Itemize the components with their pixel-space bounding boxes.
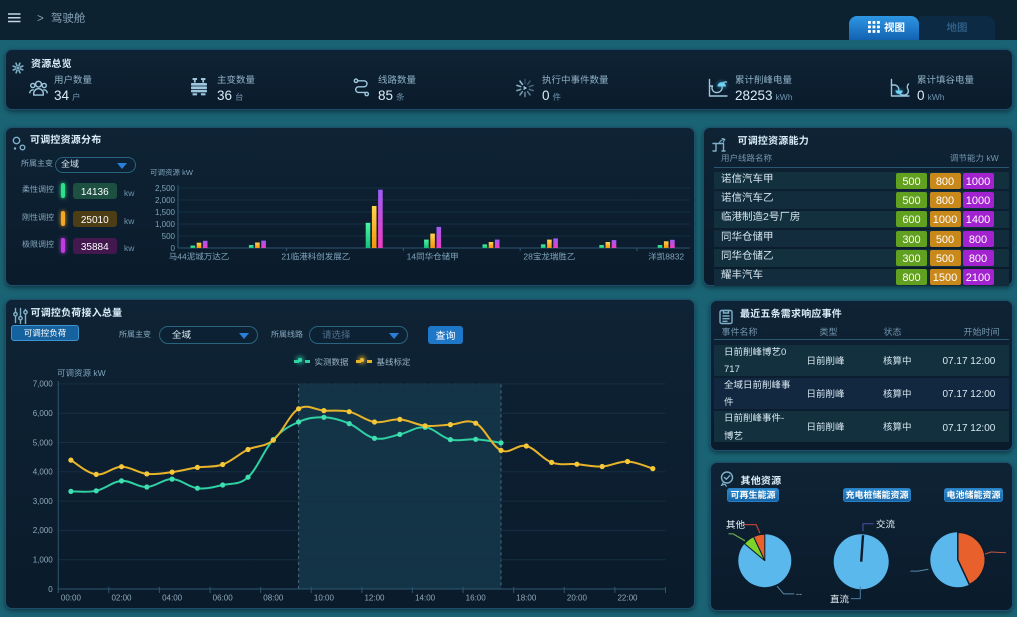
svg-text:16:00: 16:00 bbox=[466, 593, 487, 604]
svg-text:交流: 交流 bbox=[876, 516, 896, 530]
svg-text:其他: 其他 bbox=[726, 517, 746, 531]
svg-text:28宝龙瑞胜乙: 28宝龙瑞胜乙 bbox=[523, 251, 575, 262]
svg-text:12:00: 12:00 bbox=[364, 593, 385, 604]
svg-text:08:00: 08:00 bbox=[263, 593, 284, 604]
svg-text:5,000: 5,000 bbox=[33, 437, 54, 448]
svg-text:18:00: 18:00 bbox=[516, 593, 537, 604]
svg-text:02:00: 02:00 bbox=[111, 593, 132, 604]
svg-text:2,500: 2,500 bbox=[155, 183, 176, 194]
svg-text:21临港科创发展乙: 21临港科创发展乙 bbox=[281, 251, 350, 262]
svg-text:00:00: 00:00 bbox=[61, 593, 82, 604]
svg-text:直流: 直流 bbox=[830, 591, 850, 605]
svg-text:22:00: 22:00 bbox=[617, 593, 638, 604]
svg-text:06:00: 06:00 bbox=[213, 593, 234, 604]
svg-text:3,000: 3,000 bbox=[33, 496, 54, 507]
svg-text:洋凯8832: 洋凯8832 bbox=[648, 251, 684, 262]
svg-text:1,500: 1,500 bbox=[155, 207, 176, 218]
svg-text:0: 0 bbox=[171, 243, 176, 254]
svg-text:1,000: 1,000 bbox=[155, 219, 176, 230]
svg-text:2,000: 2,000 bbox=[155, 195, 176, 206]
svg-text:20:00: 20:00 bbox=[567, 593, 588, 604]
svg-text:1,000: 1,000 bbox=[33, 555, 54, 566]
svg-text:14同华仓储甲: 14同华仓储甲 bbox=[407, 251, 459, 262]
svg-text:--: -- bbox=[796, 587, 802, 600]
svg-text:7,000: 7,000 bbox=[33, 379, 54, 390]
svg-text:4,000: 4,000 bbox=[33, 467, 54, 478]
svg-text:可调资源 kW: 可调资源 kW bbox=[150, 167, 194, 178]
svg-text:04:00: 04:00 bbox=[162, 593, 183, 604]
svg-text:0: 0 bbox=[48, 584, 53, 595]
svg-text:14:00: 14:00 bbox=[415, 593, 436, 604]
svg-text:马44泥城万达乙: 马44泥城万达乙 bbox=[169, 251, 229, 262]
svg-text:10:00: 10:00 bbox=[314, 593, 335, 604]
svg-text:6,000: 6,000 bbox=[33, 408, 54, 419]
svg-text:500: 500 bbox=[162, 231, 176, 242]
svg-text:2,000: 2,000 bbox=[33, 525, 54, 536]
svg-text:可调资源 kW: 可调资源 kW bbox=[57, 368, 106, 379]
